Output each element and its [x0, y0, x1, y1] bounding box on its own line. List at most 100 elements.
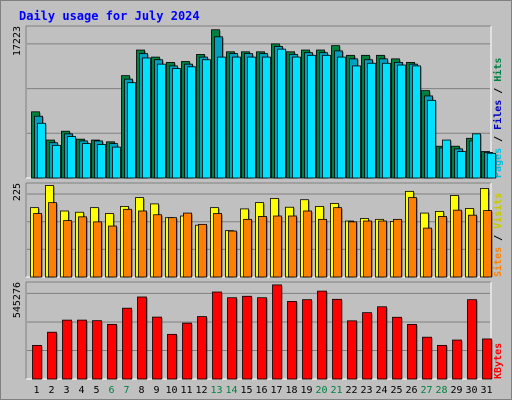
- x-tick-label: 19: [300, 385, 312, 396]
- bar-sites: [33, 213, 42, 278]
- bar-kbytes: [62, 319, 72, 380]
- x-tick-label: 8: [138, 385, 144, 396]
- bar-pages: [457, 151, 466, 179]
- panel-visits-sites: 225 Sites / Visits: [12, 182, 504, 278]
- x-tick-label: 15: [240, 385, 252, 396]
- bar-sites: [123, 208, 132, 278]
- bar-pages: [397, 64, 406, 179]
- bar-sites: [318, 218, 327, 278]
- x-tick-label: 20: [315, 385, 327, 396]
- panel-hits-files-pages: 17223 Pages / Files / Hits: [12, 25, 504, 179]
- x-tick-label: 16: [255, 385, 267, 396]
- x-tick-label: 13: [210, 385, 222, 396]
- bar-sites: [213, 213, 222, 278]
- bar-sites: [78, 216, 87, 278]
- y-axis-label: Pages / Files / Hits: [492, 58, 504, 178]
- bar-pages: [472, 133, 481, 179]
- bar-pages: [427, 99, 436, 179]
- bar-kbytes: [242, 295, 252, 380]
- bar-sites: [363, 220, 372, 278]
- panel-kbytes: 545276 KBytes: [12, 281, 504, 380]
- bar-pages: [352, 65, 361, 179]
- y-axis-label-part: KBytes: [493, 343, 504, 379]
- bar-sites: [258, 216, 267, 278]
- bar-kbytes: [482, 338, 492, 380]
- bar-pages: [247, 56, 256, 179]
- bar-kbytes: [287, 301, 297, 380]
- bar-kbytes: [137, 296, 147, 380]
- bar-kbytes: [257, 297, 267, 380]
- x-tick-label: 6: [108, 385, 114, 396]
- bar-kbytes: [77, 319, 87, 380]
- bar-sites: [453, 209, 462, 278]
- bar-kbytes: [467, 299, 477, 380]
- bar-kbytes: [347, 320, 357, 380]
- x-tick-label: 25: [390, 385, 402, 396]
- bar-sites: [48, 202, 57, 278]
- bar-pages: [337, 56, 346, 179]
- y-axis-label: Sites / Visits: [492, 193, 504, 277]
- bar-kbytes: [227, 297, 237, 380]
- x-tick-label: 26: [405, 385, 417, 396]
- x-tick-label: 22: [345, 385, 357, 396]
- bar-kbytes: [437, 344, 447, 380]
- bar-pages: [367, 62, 376, 179]
- bar-kbytes: [32, 344, 42, 380]
- bar-kbytes: [47, 331, 57, 380]
- bar-kbytes: [392, 316, 402, 380]
- bar-kbytes: [407, 323, 417, 380]
- bar-kbytes: [422, 336, 432, 380]
- y-axis-label-part: Pages: [493, 148, 504, 178]
- bar-kbytes: [212, 291, 222, 380]
- bar-pages: [217, 56, 226, 179]
- bar-sites: [228, 230, 237, 278]
- bar-pages: [202, 59, 211, 179]
- y-max-label: 545276: [12, 282, 23, 318]
- bar-sites: [93, 221, 102, 278]
- x-tick-label: 17: [270, 385, 282, 396]
- bar-pages: [127, 82, 136, 179]
- bar-kbytes: [332, 298, 342, 380]
- bar-pages: [307, 54, 316, 179]
- x-tick-label: 29: [450, 385, 462, 396]
- bar-pages: [172, 68, 181, 179]
- bar-pages: [322, 54, 331, 179]
- bar-sites: [288, 215, 297, 278]
- bar-sites: [333, 207, 342, 278]
- bar-sites: [183, 212, 192, 278]
- bar-pages: [292, 56, 301, 179]
- bar-sites: [438, 216, 447, 278]
- bar-kbytes: [197, 316, 207, 380]
- bar-pages: [232, 56, 241, 179]
- bar-sites: [243, 218, 252, 278]
- x-tick-label: 24: [375, 385, 387, 396]
- x-tick-label: 14: [225, 385, 237, 396]
- bar-kbytes: [272, 284, 282, 380]
- bar-sites: [63, 220, 72, 278]
- bar-pages: [97, 144, 106, 179]
- bar-sites: [483, 210, 492, 278]
- bar-sites: [108, 225, 117, 278]
- x-tick-label: 28: [435, 385, 447, 396]
- x-tick-label: 12: [195, 385, 207, 396]
- y-axis-label-part: Hits: [492, 58, 504, 88]
- y-axis-label-part: Sites: [492, 247, 504, 277]
- bar-pages: [67, 136, 76, 179]
- bar-sites: [348, 221, 357, 278]
- x-tick-label: 2: [48, 385, 54, 396]
- x-tick-label: 9: [153, 385, 159, 396]
- bar-sites: [198, 223, 207, 278]
- bar-kbytes: [302, 299, 312, 380]
- bar-pages: [277, 48, 286, 179]
- bar-kbytes: [182, 322, 192, 380]
- bar-pages: [142, 57, 151, 179]
- y-max-label: 17223: [12, 26, 23, 56]
- x-tick-label: 21: [330, 385, 342, 396]
- bar-kbytes: [377, 306, 387, 380]
- bar-pages: [262, 56, 271, 179]
- bar-sites: [423, 227, 432, 278]
- bar-pages: [382, 62, 391, 179]
- y-max-label: 225: [12, 183, 23, 201]
- bar-pages: [187, 66, 196, 179]
- bar-sites: [393, 218, 402, 278]
